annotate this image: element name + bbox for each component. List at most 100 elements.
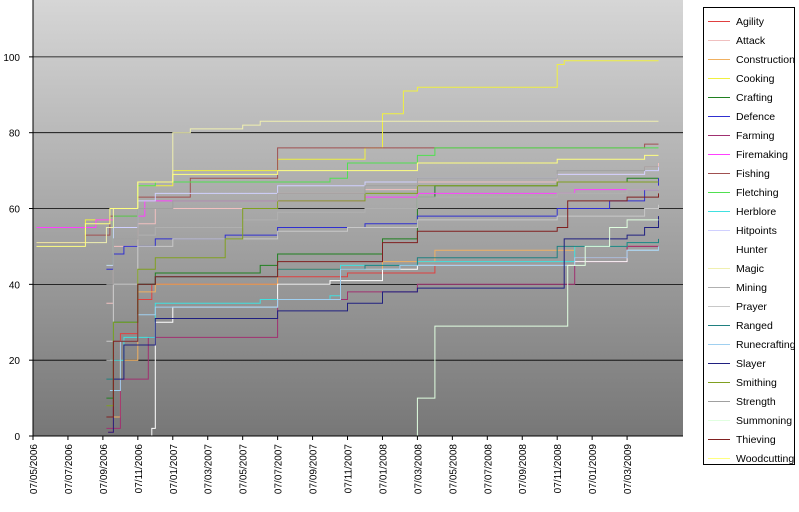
legend-item-woodcutting: Woodcutting: [704, 449, 794, 468]
legend-label: Crafting: [736, 91, 773, 104]
legend-swatch: [708, 458, 730, 459]
legend-item-fletching: Fletching: [704, 183, 794, 202]
legend-label: Mining: [736, 281, 767, 294]
legend-label: Strength: [736, 395, 776, 408]
legend-label: Slayer: [736, 357, 766, 370]
x-tick-label: 07/11/2007: [344, 444, 355, 494]
legend-label: Agility: [736, 15, 765, 28]
legend-label: Cooking: [736, 72, 775, 85]
y-tick-label: 60: [9, 205, 21, 216]
legend-label: Ranged: [736, 319, 773, 332]
legend-label: Summoning: [736, 414, 793, 427]
series-line-fletching: [106, 147, 659, 266]
legend-item-agility: Agility: [704, 12, 794, 31]
legend-label: Runecrafting: [736, 338, 796, 351]
legend-swatch: [708, 154, 730, 155]
x-tick-label: 07/01/2007: [169, 444, 180, 494]
series-lines: [36, 60, 659, 437]
series-line-slayer: [108, 216, 659, 433]
legend-label: Firemaking: [736, 148, 788, 161]
legend-item-herblore: Herblore: [704, 202, 794, 221]
x-tick-label: 07/11/2008: [553, 444, 564, 494]
legend-label: Thieving: [736, 433, 776, 446]
x-tick-label: 07/03/2009: [623, 444, 634, 494]
legend-item-construction: Construction: [704, 50, 795, 69]
x-tick-label: 07/05/2008: [448, 444, 459, 494]
y-tick-label: 20: [9, 356, 21, 367]
axes: [32, 0, 683, 437]
series-line-summoning: [413, 219, 659, 437]
x-tick-label: 07/07/2006: [64, 444, 75, 494]
legend-item-smithing: Smithing: [704, 373, 794, 392]
x-tick-label: 07/07/2007: [274, 444, 285, 494]
legend-item-cooking: Cooking: [704, 69, 794, 88]
x-tick-label: 07/11/2006: [134, 444, 145, 494]
series-line-strength: [106, 166, 659, 285]
legend-item-ranged: Ranged: [704, 316, 794, 335]
legend-swatch: [708, 78, 730, 79]
legend-item-attack: Attack: [704, 31, 794, 50]
series-line-magic: [36, 120, 659, 244]
x-tick-label: 07/03/2007: [204, 444, 215, 494]
x-tick-label: 07/03/2008: [413, 444, 424, 494]
legend-swatch: [708, 287, 730, 288]
legend-item-crafting: Crafting: [704, 88, 794, 107]
legend-swatch: [708, 211, 730, 212]
legend-swatch: [708, 363, 730, 364]
legend-swatch: [708, 97, 730, 98]
legend-item-prayer: Prayer: [704, 297, 794, 316]
legend-label: Fletching: [736, 186, 779, 199]
legend-label: Attack: [736, 34, 766, 47]
legend-item-hunter: Hunter: [704, 240, 794, 259]
x-tick-label: 07/09/2008: [518, 444, 529, 494]
legend-swatch: [708, 192, 730, 193]
y-tick-label: 0: [14, 432, 20, 443]
legend-item-farming: Farming: [704, 126, 794, 145]
legend-label: Prayer: [736, 300, 767, 313]
legend-swatch: [708, 116, 730, 117]
legend-swatch: [708, 401, 730, 402]
legend-label: Woodcutting: [736, 452, 795, 465]
legend-item-strength: Strength: [704, 392, 794, 411]
y-axis-ticks: 0 20 40 60 80 100: [3, 53, 33, 443]
legend-label: Farming: [736, 129, 775, 142]
legend: Agility Attack Construction Cooking Crafting…: [703, 7, 796, 468]
legend-swatch: [708, 344, 730, 345]
legend-item-defence: Defence: [704, 107, 794, 126]
x-tick-label: 07/07/2008: [483, 444, 494, 494]
plot-area: [33, 0, 683, 436]
x-tick-label: 07/09/2006: [99, 444, 110, 494]
legend-label: Construction: [736, 53, 795, 66]
legend-label: Herblore: [736, 205, 777, 218]
series-line-woodcutting: [36, 154, 659, 247]
legend-item-summoning: Summoning: [704, 411, 794, 430]
y-tick-label: 100: [3, 53, 20, 64]
legend-swatch: [708, 439, 730, 440]
legend-swatch: [708, 420, 730, 421]
legend-label: Magic: [736, 262, 765, 275]
legend-label: Hunter: [736, 243, 768, 256]
legend-swatch: [708, 173, 730, 174]
legend-swatch: [708, 59, 730, 60]
legend-swatch: [708, 230, 730, 231]
legend-swatch: [708, 40, 730, 41]
legend-label: Hitpoints: [736, 224, 777, 237]
x-tick-label: 07/09/2007: [309, 444, 320, 494]
x-tick-label: 07/05/2006: [29, 444, 40, 494]
y-tick-label: 80: [9, 129, 21, 140]
series-line-thieving: [106, 193, 659, 418]
legend-swatch: [708, 21, 730, 22]
legend-item-firemaking: Firemaking: [704, 145, 794, 164]
x-axis-ticks: 07/05/2006 07/07/2006 07/09/2006 07/11/2006…: [29, 436, 634, 494]
y-tick-label: 40: [9, 280, 21, 291]
legend-item-fishing: Fishing: [704, 164, 794, 183]
legend-item-thieving: Thieving: [704, 430, 794, 449]
legend-label: Smithing: [736, 376, 777, 389]
legend-swatch: [708, 135, 730, 136]
legend-item-magic: Magic: [704, 259, 794, 278]
x-tick-label: 07/01/2008: [378, 444, 389, 494]
legend-label: Fishing: [736, 167, 770, 180]
x-tick-label: 07/01/2009: [588, 444, 599, 494]
legend-item-slayer: Slayer: [704, 354, 794, 373]
